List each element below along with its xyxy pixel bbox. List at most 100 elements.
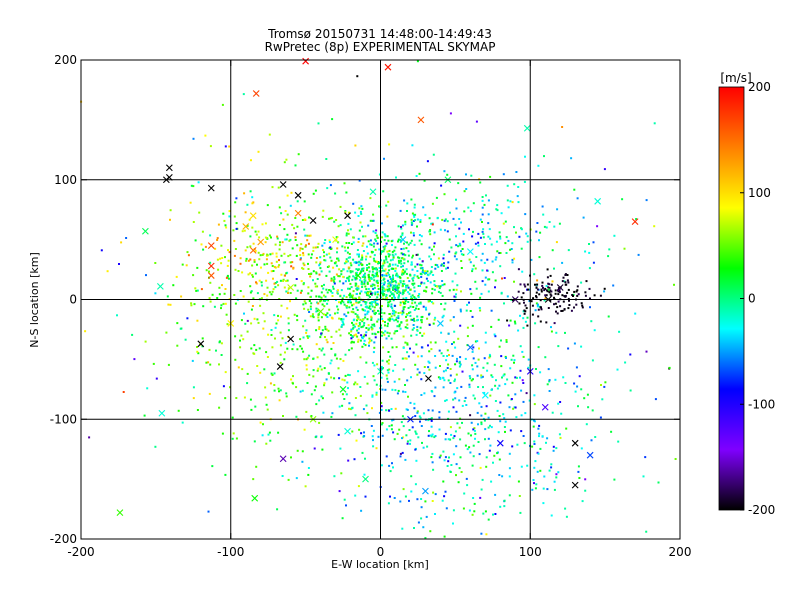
data-point (292, 375, 294, 378)
data-point (482, 512, 485, 515)
data-point (361, 244, 364, 247)
data-point (427, 366, 430, 369)
data-point (577, 470, 580, 473)
data-point (430, 222, 433, 225)
data-point (357, 285, 360, 288)
data-point (440, 303, 443, 305)
data-point (416, 225, 418, 228)
data-point (356, 75, 359, 78)
data-cross-marker (257, 238, 265, 246)
data-point (538, 432, 541, 435)
data-point (384, 255, 387, 258)
data-point (316, 278, 319, 280)
data-point (317, 319, 320, 322)
data-point (546, 437, 549, 440)
data-point (84, 330, 87, 333)
data-point (438, 416, 441, 419)
data-point (338, 280, 341, 283)
data-point (400, 227, 403, 230)
data-point (481, 199, 484, 202)
y-tick-label: -100 (50, 412, 77, 426)
data-point (500, 365, 503, 368)
data-point (154, 292, 157, 295)
x-tick-label: -100 (217, 545, 244, 559)
data-point (306, 382, 309, 384)
data-point (404, 384, 406, 386)
data-point (330, 316, 333, 319)
data-point (467, 206, 470, 209)
data-point (459, 308, 462, 311)
data-point (564, 331, 566, 334)
data-point (235, 222, 238, 225)
data-point (436, 264, 439, 267)
data-point (417, 296, 420, 299)
data-point (673, 283, 675, 286)
data-point (403, 283, 406, 285)
data-point (538, 435, 540, 438)
data-point (318, 347, 321, 350)
data-point (351, 278, 354, 281)
data-point (430, 456, 433, 459)
data-point (363, 375, 366, 378)
data-point (392, 293, 395, 296)
data-point (452, 406, 455, 409)
data-point (406, 202, 409, 205)
data-point (312, 192, 315, 195)
data-point (339, 447, 342, 450)
data-point (367, 276, 370, 279)
data-point (277, 186, 280, 189)
data-point (484, 412, 487, 415)
data-point (482, 232, 485, 235)
data-point (292, 343, 295, 346)
colorbar-tick-label: 0 (748, 292, 756, 306)
data-point (245, 257, 248, 260)
data-point (194, 287, 197, 290)
data-point (394, 263, 397, 266)
data-point (501, 475, 504, 478)
data-point (365, 331, 368, 334)
data-point (344, 280, 347, 283)
data-point (333, 280, 336, 283)
data-point (190, 304, 193, 307)
data-point (489, 424, 491, 427)
data-point (403, 262, 406, 265)
data-point (411, 222, 414, 225)
data-point (596, 225, 599, 228)
data-point (361, 286, 364, 288)
data-point (277, 387, 280, 390)
data-point (266, 204, 269, 207)
data-point (118, 263, 120, 265)
data-point (460, 267, 463, 269)
data-point (216, 297, 219, 299)
data-point (402, 390, 405, 393)
data-point (458, 426, 461, 429)
data-point (409, 439, 412, 442)
data-point (267, 433, 270, 436)
data-point (362, 274, 365, 277)
data-point (383, 269, 386, 272)
data-point (365, 292, 368, 295)
data-point (359, 292, 361, 295)
data-point (566, 274, 569, 276)
data-point (291, 348, 294, 351)
data-point (509, 200, 512, 203)
data-point (224, 371, 227, 374)
data-point (420, 319, 423, 322)
data-point (356, 287, 359, 289)
data-point (253, 440, 256, 443)
data-point (399, 455, 402, 458)
data-point (461, 421, 463, 424)
data-point (460, 221, 462, 224)
data-point (361, 345, 364, 348)
data-point (565, 427, 568, 430)
data-point (294, 164, 297, 167)
data-point (488, 278, 491, 281)
data-point (397, 312, 400, 315)
data-point (393, 249, 396, 252)
colorbar-tick-label: 200 (748, 80, 771, 94)
data-point (251, 275, 254, 278)
data-point (358, 207, 361, 210)
data-point (414, 430, 417, 433)
data-point (285, 238, 288, 241)
data-point (515, 171, 518, 173)
